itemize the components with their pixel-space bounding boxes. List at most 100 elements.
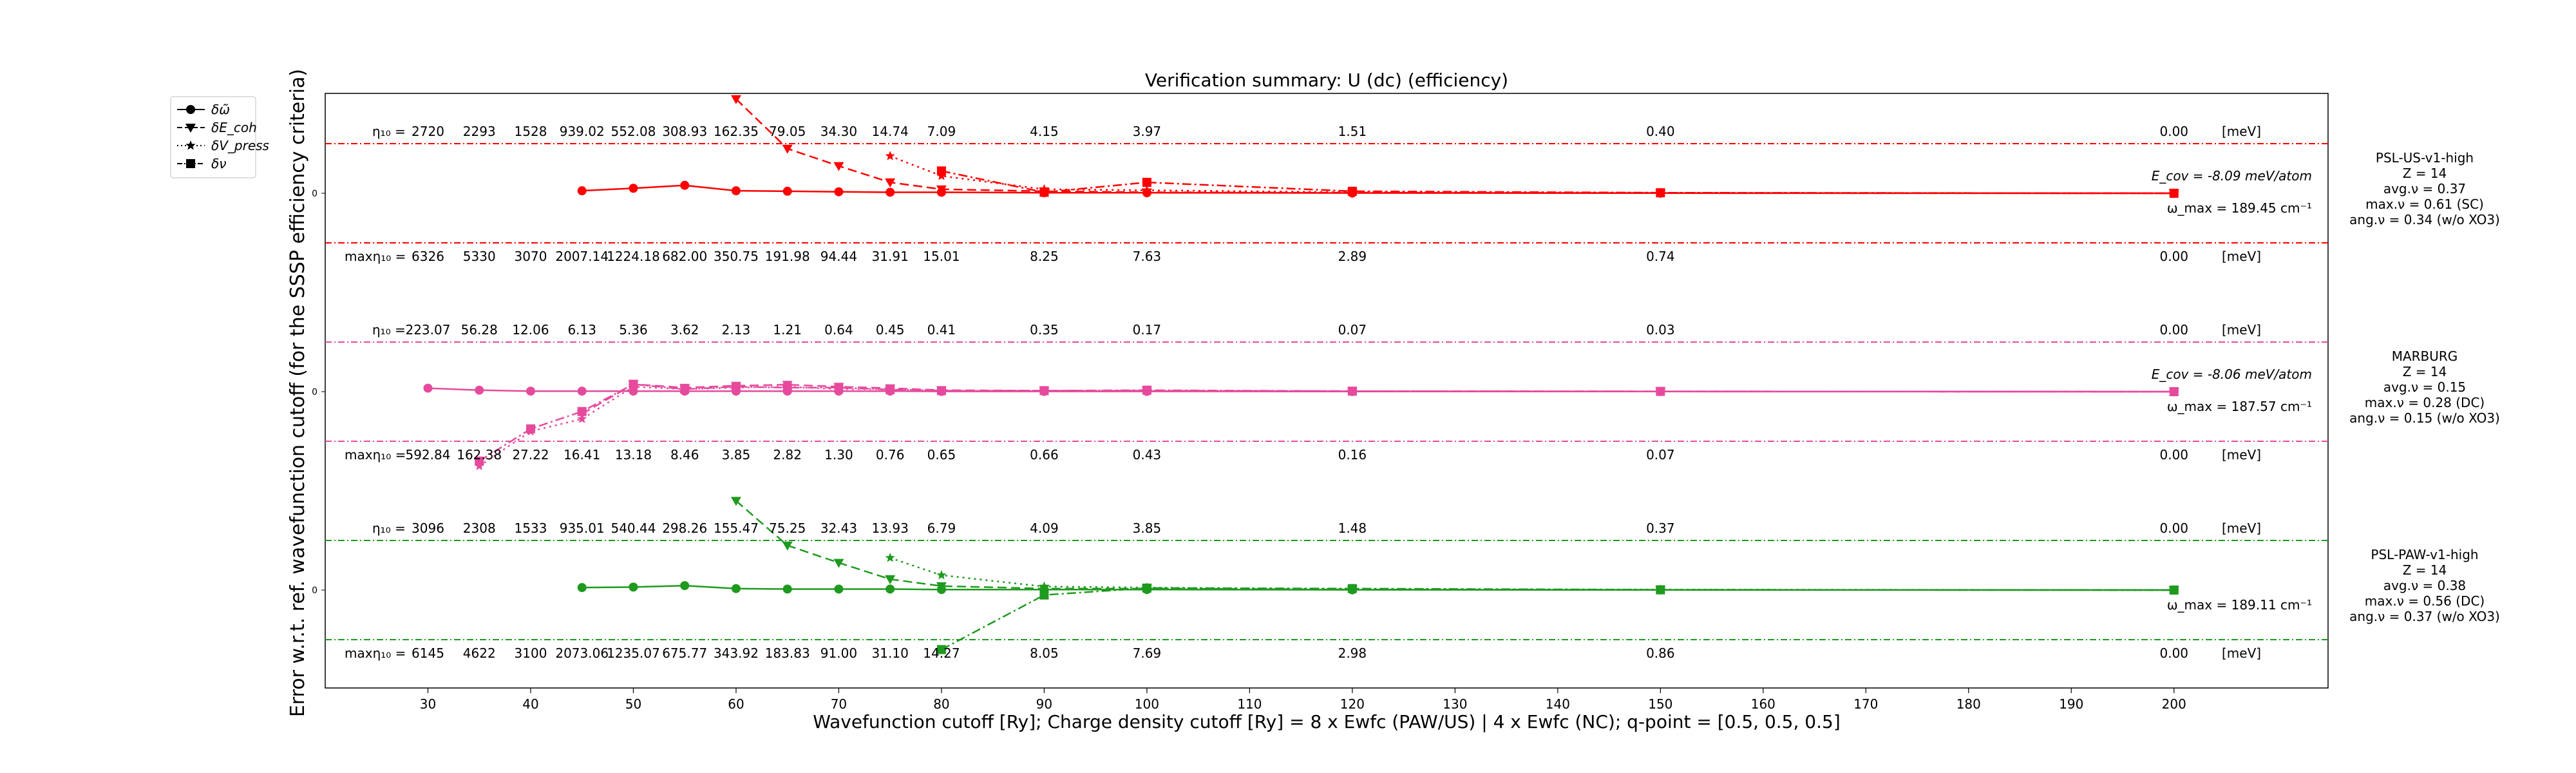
max-eta-value: 0.43 <box>1133 447 1162 463</box>
max-eta-value: 343.92 <box>714 645 759 661</box>
pseudo-info-line: avg.ν = 0.37 <box>2383 181 2466 196</box>
max-eta-value: 7.63 <box>1133 249 1162 264</box>
x-tick-label: 100 <box>1135 696 1159 712</box>
unit-label: [meV] <box>2222 520 2261 536</box>
max-eta-value: 162.38 <box>457 447 502 463</box>
eta-value: 56.28 <box>461 322 498 338</box>
data-point <box>834 584 844 594</box>
eta-value: 2720 <box>412 124 444 139</box>
eta-value: 4.09 <box>1030 520 1059 536</box>
eta-value: 0.00 <box>2160 124 2189 139</box>
data-point <box>475 385 484 395</box>
eta-value: 3.97 <box>1133 124 1162 139</box>
omega-max-annotation: ω_max = 187.57 cm⁻¹ <box>2167 399 2312 414</box>
x-tick-label: 90 <box>1036 696 1052 712</box>
eta-value: 13.93 <box>872 520 909 536</box>
data-point <box>731 186 741 196</box>
max-eta-value: 2073.06 <box>555 645 609 661</box>
max-eta-value: 94.44 <box>820 249 857 264</box>
unit-label: [meV] <box>2222 249 2261 264</box>
max-eta-value: 5330 <box>463 249 496 264</box>
eta-value: 3.62 <box>670 322 699 338</box>
legend-entry: δω̃ <box>211 102 230 117</box>
data-point <box>1142 185 1152 195</box>
x-tick-label: 160 <box>1751 696 1776 712</box>
ecov-annotation: E_cov = -8.09 meV/atom <box>2152 168 2312 184</box>
y-tick-label: 0 <box>312 387 317 397</box>
eta-value: 0.00 <box>2160 322 2189 338</box>
data-point <box>1347 186 1357 196</box>
eta-value: 1.48 <box>1338 520 1367 536</box>
data-point <box>885 553 895 562</box>
max-eta-value: 31.91 <box>872 249 909 264</box>
data-point <box>629 184 638 193</box>
unit-label: [meV] <box>2222 322 2261 338</box>
data-point <box>185 124 196 133</box>
x-tick-label: 170 <box>1853 696 1878 712</box>
data-point <box>834 383 844 392</box>
data-point <box>577 406 587 416</box>
data-point <box>730 95 741 104</box>
data-point <box>526 386 535 396</box>
data-point <box>577 386 587 396</box>
pseudo-info-line: max.ν = 0.61 (SC) <box>2365 196 2484 212</box>
unit-label: [meV] <box>2222 447 2261 463</box>
max-eta-value: 3100 <box>515 645 547 661</box>
pseudo-info-line: ang.ν = 0.15 (w/o XO3) <box>2349 410 2500 426</box>
data-point <box>782 383 792 392</box>
data-point <box>936 569 947 580</box>
data-point <box>680 385 690 394</box>
max-eta-value: 0.86 <box>1646 645 1675 661</box>
eta-value: 1533 <box>515 520 547 536</box>
y-axis-label: Error w.r.t. ref. wavefunction cutoff (f… <box>287 69 309 717</box>
eta-value: 223.07 <box>405 322 450 338</box>
max-eta-value: 0.66 <box>1030 447 1059 463</box>
max-eta-value: 0.16 <box>1338 447 1367 463</box>
ecov-annotation: E_cov = -8.06 meV/atom <box>2152 367 2312 382</box>
eta-value: 34.30 <box>820 124 857 139</box>
data-point <box>936 386 946 396</box>
max-eta-value: 0.00 <box>2160 645 2189 661</box>
max-eta-value: 8.25 <box>1030 249 1059 264</box>
eta-value: 3096 <box>412 520 444 536</box>
data-point <box>2169 189 2179 198</box>
max-eta-value: 4622 <box>463 645 496 661</box>
max-eta-value: 1.30 <box>824 447 853 463</box>
max-eta-value: 0.00 <box>2160 447 2189 463</box>
max-eta-value: 16.41 <box>564 447 600 463</box>
omega-max-annotation: ω_max = 189.11 cm⁻¹ <box>2167 597 2312 613</box>
data-point <box>1039 590 1049 600</box>
y-tick-label: 0 <box>312 189 317 199</box>
eta-value: 0.03 <box>1646 322 1675 338</box>
x-tick-label: 190 <box>2059 696 2083 712</box>
eta-value: 0.17 <box>1133 322 1162 338</box>
pseudo-info-line: max.ν = 0.56 (DC) <box>2365 593 2485 609</box>
legend-entry: δV_press <box>211 138 269 153</box>
eta-value: 308.93 <box>662 124 707 139</box>
eta-value: 6.13 <box>567 322 596 338</box>
data-point <box>1656 585 1665 595</box>
max-eta-value: 3.85 <box>722 447 751 463</box>
max-eta-value: 13.18 <box>615 447 652 463</box>
data-point <box>2169 586 2179 595</box>
data-point <box>731 382 741 392</box>
eta-value: 162.35 <box>714 124 759 139</box>
data-point <box>885 178 896 188</box>
max-eta-value: 8.46 <box>670 447 699 463</box>
max-eta-value: 0.76 <box>876 447 905 463</box>
eta-value: 0.45 <box>876 322 905 338</box>
legend-box <box>170 96 256 178</box>
legend-entry: δE_coh <box>211 120 257 135</box>
pseudo-info-line: Z = 14 <box>2403 562 2447 578</box>
data-point <box>526 424 535 434</box>
x-tick-label: 80 <box>933 696 949 712</box>
max-eta-value: 0.65 <box>927 447 956 463</box>
x-tick-label: 60 <box>728 696 744 712</box>
pseudo-info-line: PSL-US-v1-high <box>2376 150 2474 166</box>
data-point <box>885 575 896 585</box>
data-point <box>629 379 638 389</box>
data-point <box>834 187 844 196</box>
x-tick-label: 30 <box>420 696 436 712</box>
max-eta-prefix: maxη₁₀ = <box>345 447 406 463</box>
data-point <box>185 140 196 150</box>
